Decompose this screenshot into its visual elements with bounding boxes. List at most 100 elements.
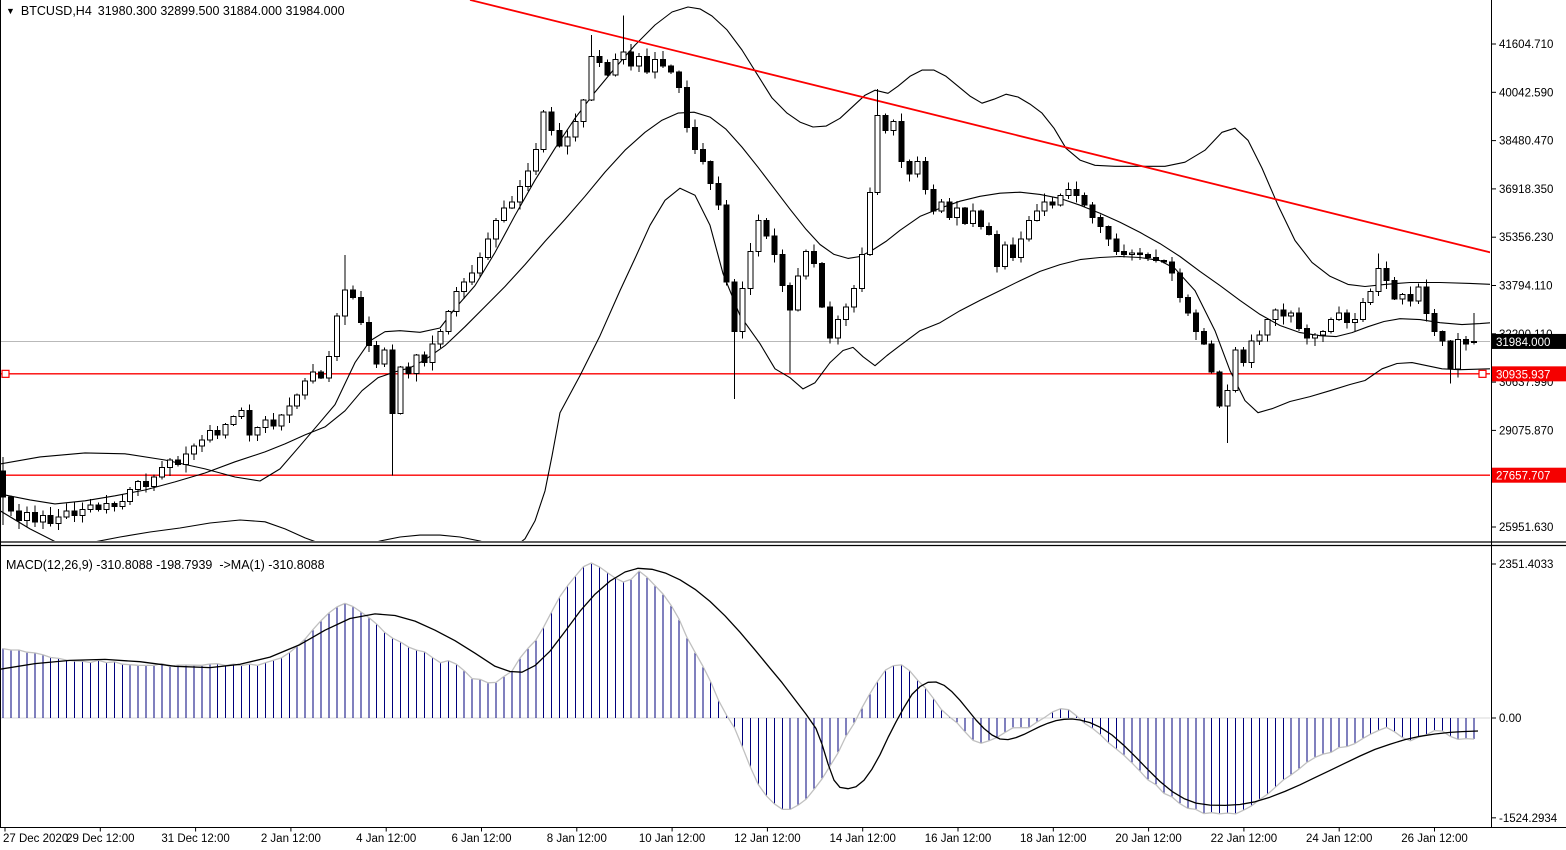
candle-body [866, 192, 873, 255]
candle-body [357, 297, 364, 323]
candle-body [1288, 312, 1295, 317]
candle-body [1280, 309, 1287, 317]
price-axis[interactable]: 41604.710 40042.590 38480.470 36918.350 3535… [1491, 39, 1566, 825]
candle-body [930, 188, 937, 212]
candle-body [1153, 256, 1160, 262]
candle-body [636, 56, 643, 67]
candle-body [1017, 238, 1024, 258]
candle-body [127, 488, 134, 503]
candle-body [1455, 338, 1462, 370]
candle-body [803, 250, 810, 277]
bollinger-middle-band [1, 111, 1490, 505]
time-tick-label: 16 Jan 12:00 [925, 833, 992, 845]
candle-body [103, 502, 110, 510]
candle-body [15, 510, 22, 521]
price-tick-label: 40042.590 [1499, 87, 1553, 99]
candle-body [286, 405, 293, 416]
level-price-tag-2: 27657.707 [1496, 471, 1550, 483]
candle-body [1312, 334, 1319, 339]
candle-body [230, 416, 237, 425]
candle-body [1471, 340, 1478, 343]
candle-body [922, 161, 929, 190]
candle-body [787, 284, 794, 311]
candle-body [771, 235, 778, 255]
macd-indicator-label: MACD(12,26,9) -310.8088 -198.7939 ->MA(1… [6, 558, 325, 572]
candle-body [7, 496, 14, 512]
candle-body [970, 210, 977, 224]
macd-histogram [2, 562, 1475, 814]
candle-body [978, 210, 985, 228]
candle-body [994, 233, 1000, 268]
symbol-dropdown-icon[interactable]: ▼ [6, 6, 15, 16]
candle-body [1447, 340, 1454, 370]
candle-body [31, 512, 38, 523]
candle-body [182, 453, 189, 466]
current-price-tag-bg [1492, 333, 1566, 349]
candle-body [540, 111, 547, 150]
candle-body [1168, 261, 1175, 274]
candle-body [1025, 219, 1032, 240]
candle-body [524, 170, 531, 187]
candle-body [429, 343, 436, 364]
candle-body [365, 321, 372, 347]
time-tick-label: 24 Jan 12:00 [1306, 833, 1373, 845]
candle-body [699, 148, 706, 163]
price-tick-label: 38480.470 [1499, 136, 1553, 148]
price-tick-label: 33794.110 [1499, 281, 1553, 293]
candle-body [763, 219, 770, 237]
candle-body [119, 501, 126, 507]
descending-trendline[interactable] [469, 0, 1491, 254]
time-tick-label: 20 Jan 12:00 [1115, 833, 1182, 845]
level-price-tag-1-bg [1492, 366, 1566, 382]
candle-body [254, 427, 261, 436]
candle-body [190, 445, 197, 455]
candle-body [739, 287, 746, 333]
time-tick-label: 2 Jan 12:00 [261, 833, 321, 845]
candle-body [445, 311, 452, 333]
time-tick-label: 31 Dec 12:00 [161, 833, 229, 845]
time-tick-label: 29 Dec 12:00 [66, 833, 134, 845]
candle-body [1335, 312, 1342, 320]
candle-body [1176, 272, 1183, 299]
level-line-handle[interactable] [1478, 369, 1487, 378]
candle-body [1304, 328, 1311, 339]
candle-body [47, 515, 54, 524]
candle-body [1129, 252, 1136, 255]
candle-body [1089, 204, 1096, 218]
candle-body [914, 161, 921, 175]
candle-body [1399, 294, 1406, 300]
level-line-handle[interactable] [1, 369, 10, 378]
main-chart-area[interactable] [0, 0, 1491, 549]
candle-body [1415, 286, 1422, 302]
candle-body [198, 439, 205, 447]
candle-body [1137, 252, 1144, 255]
candle-body [532, 148, 539, 172]
candle-body [827, 306, 834, 339]
candle-body [882, 114, 889, 132]
current-price-tag: 31984.000 [1496, 337, 1550, 349]
level-price-tag-1: 30935.937 [1496, 369, 1550, 381]
candle-body [962, 207, 969, 224]
candle-body [166, 459, 173, 469]
candle-body [63, 510, 70, 518]
time-tick-label: 22 Jan 12:00 [1211, 833, 1278, 845]
candle-body [572, 120, 579, 138]
candle-body [1001, 244, 1008, 268]
macd-axis-label: -1524.2934 [1499, 813, 1558, 825]
candle-body [1049, 201, 1056, 206]
candle-body [1359, 301, 1366, 320]
candle-body [842, 306, 849, 320]
candle-body [238, 410, 245, 418]
candle-body [413, 354, 420, 374]
candle-body [326, 355, 333, 379]
candle-body [707, 161, 714, 184]
candle-body [333, 315, 340, 357]
candle-body [850, 287, 857, 308]
candle-body [39, 515, 46, 523]
macd-panel[interactable] [0, 562, 1491, 815]
time-tick-label: 26 Jan 12:00 [1401, 833, 1468, 845]
candle-body [667, 65, 674, 73]
time-tick-label: 27 Dec 2020 [3, 833, 68, 845]
